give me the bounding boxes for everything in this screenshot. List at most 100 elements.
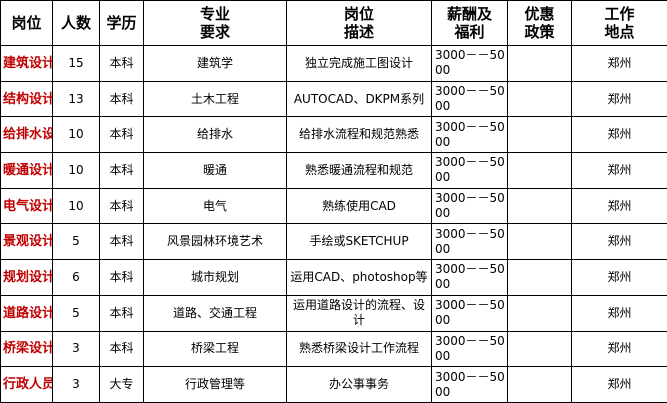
- table-cell: 本科: [99, 223, 144, 261]
- table-cell: 本科: [99, 116, 144, 154]
- table-cell: 暖通: [143, 152, 287, 189]
- table-cell: [507, 259, 572, 296]
- table-cell: 郑州: [571, 330, 667, 368]
- table-cell: [507, 330, 572, 368]
- table-row: 景观设计 5 本科 风景园林环境艺术 手绘或SKETCHUP 3000－－5000 郑州: [0, 223, 667, 261]
- table-cell: [507, 152, 572, 189]
- table-cell: [507, 80, 572, 118]
- header-cell: 学历: [99, 0, 144, 46]
- table-cell: 郑州: [571, 80, 667, 118]
- table-cell: 郑州: [571, 45, 667, 82]
- table-cell: 郑州: [571, 366, 667, 403]
- table-cell: 熟悉暖通流程和规范: [286, 152, 432, 189]
- table-cell: 结构设计: [0, 80, 53, 118]
- header-cell: 工作 地点: [571, 0, 667, 46]
- table-cell: 郑州: [571, 116, 667, 154]
- header-text: 福利: [454, 23, 485, 41]
- table-cell: 本科: [99, 80, 144, 118]
- table-row: 道路设计 5 本科 道路、交通工程 运用道路设计的流程、设计 3000－－5000 郑州: [0, 294, 667, 332]
- header-text: 要求: [199, 23, 230, 41]
- table-cell: 行政管理等: [143, 366, 287, 403]
- table-cell: 3000－－5000: [431, 45, 508, 82]
- table-cell: 10: [52, 187, 100, 225]
- table-cell: 道路、交通工程: [143, 294, 287, 332]
- table-cell: 3000－－5000: [431, 259, 508, 296]
- table-cell: 桥梁工程: [143, 330, 287, 368]
- table-row: 暖通设计 10 本科 暖通 熟悉暖通流程和规范 3000－－5000 郑州: [0, 152, 667, 189]
- table-cell: 景观设计: [0, 223, 53, 261]
- table-cell: 3000－－5000: [431, 116, 508, 154]
- header-text: 地点: [604, 23, 635, 41]
- table-cell: 3000－－5000: [431, 294, 508, 332]
- table-cell: 大专: [99, 366, 144, 403]
- table-row: 电气设计 10 本科 电气 熟练使用CAD 3000－－5000 郑州: [0, 187, 667, 225]
- table-cell: [507, 366, 572, 403]
- table-cell: 熟悉桥梁设计工作流程: [286, 330, 432, 368]
- table-cell: 3000－－5000: [431, 330, 508, 368]
- table-cell: 电气设计: [0, 187, 53, 225]
- table-cell: [507, 223, 572, 261]
- table-row: 给排水设计10本科给排水给排水流程和规范熟悉3000－－5000 郑州: [0, 116, 667, 154]
- table-cell: 3000－－5000: [431, 80, 508, 118]
- table-row: 桥梁设计 3 本科 桥梁工程 熟悉桥梁设计工作流程 3000－－5000 郑州: [0, 330, 667, 368]
- table-row: 建筑设计 15 本科 建筑学 独立完成施工图设计 3000－－5000 郑州: [0, 45, 667, 82]
- header-cell: 专业 要求: [143, 0, 287, 46]
- table-cell: 独立完成施工图设计: [286, 45, 432, 82]
- header-text: 薪酬及: [446, 5, 492, 23]
- table-cell: 给排水设计: [0, 116, 53, 154]
- table-cell: 熟练使用CAD: [286, 187, 432, 225]
- table-cell: 本科: [99, 45, 144, 82]
- table-cell: 运用道路设计的流程、设计: [286, 294, 432, 332]
- header-text: 政策: [524, 23, 555, 41]
- table-cell: [507, 187, 572, 225]
- table-cell: 电气: [143, 187, 287, 225]
- header-cell: 岗位: [0, 0, 53, 46]
- table-cell: 10: [52, 116, 100, 154]
- table-cell: 郑州: [571, 259, 667, 296]
- table-cell: 道路设计: [0, 294, 53, 332]
- table-cell: 10: [52, 152, 100, 189]
- table-cell: 5: [52, 294, 100, 332]
- table-cell: AUTOCAD、DKPM系列: [286, 80, 432, 118]
- header-cell: 薪酬及 福利: [431, 0, 508, 46]
- table-cell: [507, 116, 572, 154]
- table-cell: 本科: [99, 259, 144, 296]
- header-text: 岗位: [343, 5, 374, 23]
- table-cell: 给排水流程和规范熟悉: [286, 116, 432, 154]
- header-text: 人数: [60, 14, 91, 32]
- table-cell: 3000－－5000: [431, 223, 508, 261]
- header-row: 岗位 人数 学历 专业 要求 岗位 描述 薪酬及 福利 优惠 政策 工作 地点: [0, 0, 667, 46]
- table-cell: 15: [52, 45, 100, 82]
- table-cell: 郑州: [571, 187, 667, 225]
- table-cell: 规划设计: [0, 259, 53, 296]
- table-cell: 本科: [99, 187, 144, 225]
- table-cell: 运用CAD、photoshop等: [286, 259, 432, 296]
- table-cell: 暖通设计: [0, 152, 53, 189]
- table-cell: 建筑设计: [0, 45, 53, 82]
- table-cell: 给排水: [143, 116, 287, 154]
- header-text: 学历: [106, 14, 137, 32]
- header-cell: 人数: [52, 0, 100, 46]
- table-cell: 5: [52, 223, 100, 261]
- table-cell: 6: [52, 259, 100, 296]
- table-cell: 13: [52, 80, 100, 118]
- table-cell: 3000－－5000: [431, 366, 508, 403]
- table-cell: 郑州: [571, 152, 667, 189]
- table-cell: 风景园林环境艺术: [143, 223, 287, 261]
- table-cell: 城市规划: [143, 259, 287, 296]
- table-cell: [507, 45, 572, 82]
- table-cell: 建筑学: [143, 45, 287, 82]
- table-row: 行政人员 3 大专 行政管理等 办公事事务 3000－－5000 郑州: [0, 366, 667, 403]
- table-cell: 郑州: [571, 223, 667, 261]
- table-cell: 桥梁设计: [0, 330, 53, 368]
- table-cell: 3: [52, 330, 100, 368]
- table-cell: 土木工程: [143, 80, 287, 118]
- table-cell: 本科: [99, 330, 144, 368]
- header-text: 描述: [343, 23, 374, 41]
- table-cell: 3000－－5000: [431, 152, 508, 189]
- table-cell: 3: [52, 366, 100, 403]
- table-cell: 本科: [99, 294, 144, 332]
- table-cell: 办公事事务: [286, 366, 432, 403]
- header-text: 岗位: [11, 14, 42, 32]
